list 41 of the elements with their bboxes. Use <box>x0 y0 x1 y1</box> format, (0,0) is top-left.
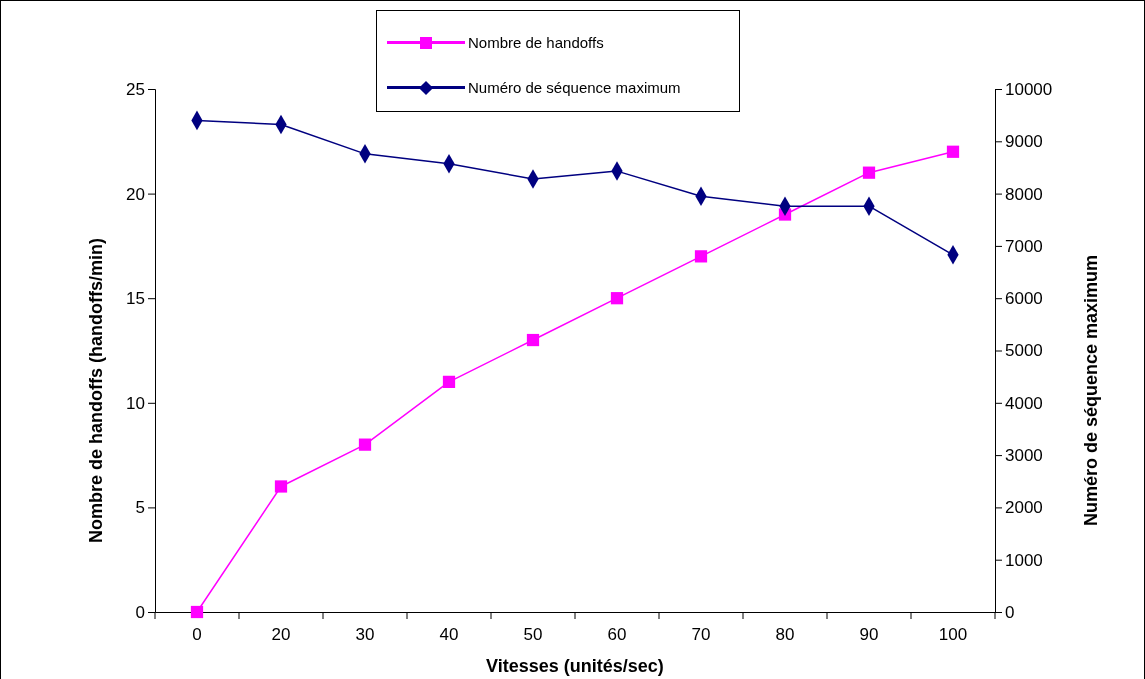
point <box>694 250 708 263</box>
point <box>946 145 960 158</box>
y2-tick-label: 7000 <box>1005 236 1043 256</box>
y-tick-label: 10 <box>126 393 145 413</box>
y2-tick-label: 10000 <box>1005 79 1053 99</box>
y2-tick-label: 9000 <box>1005 132 1043 152</box>
x-tick-label: 0 <box>192 624 202 644</box>
y-tick-label: 15 <box>126 289 145 309</box>
y2-tick-label: 3000 <box>1005 446 1043 466</box>
x-tick-label: 60 <box>607 624 627 644</box>
x-tick-label: 20 <box>271 624 291 644</box>
point <box>358 438 372 451</box>
y-axis-title: Nombre de handoffs (handoffs/min) <box>86 238 106 543</box>
y-tick-label: 5 <box>135 498 145 518</box>
x-tick-label: 100 <box>938 624 968 644</box>
x-tick-label: 80 <box>775 624 795 644</box>
point <box>190 605 204 619</box>
y-tick-label: 0 <box>135 602 145 622</box>
y2-axis-title: Numéro de séquence maximum <box>1081 254 1101 527</box>
point <box>442 375 456 388</box>
y2-tick-label: 8000 <box>1005 184 1043 204</box>
legend-label: Nombre de handoffs <box>468 34 604 51</box>
x-tick-label: 50 <box>523 624 543 644</box>
y2-tick-label: 2000 <box>1005 498 1043 518</box>
x-axis-title: Vitesses (unités/sec) <box>486 656 664 676</box>
x-tick-label: 90 <box>859 624 879 644</box>
y2-tick-label: 1000 <box>1005 550 1043 570</box>
y2-tick-label: 4000 <box>1005 393 1043 413</box>
point <box>610 292 624 305</box>
x-tick-label: 40 <box>439 624 459 644</box>
point <box>526 333 540 347</box>
y2-tick-label: 6000 <box>1005 289 1043 309</box>
point <box>862 166 876 179</box>
y2-tick-label: 5000 <box>1005 341 1043 361</box>
x-tick-label: 70 <box>691 624 711 644</box>
y-tick-label: 25 <box>126 79 145 99</box>
x-tick-label: 30 <box>355 624 375 644</box>
legend-label: Numéro de séquence maximum <box>468 79 681 96</box>
y2-tick-label: 0 <box>1005 602 1015 622</box>
point <box>274 480 288 493</box>
y-tick-label: 20 <box>126 184 145 204</box>
